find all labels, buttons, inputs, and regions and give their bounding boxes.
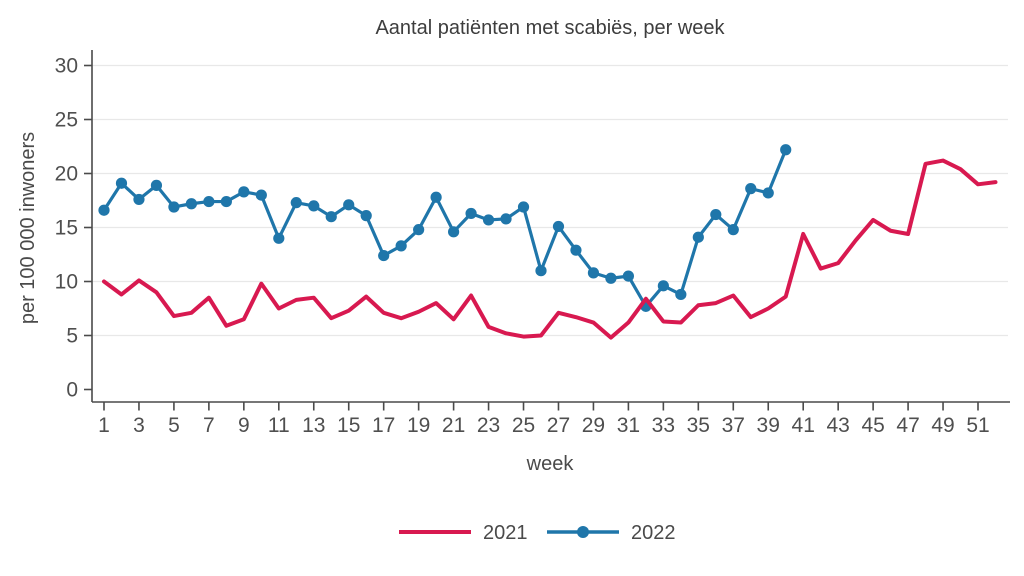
series-2022-point bbox=[273, 232, 285, 244]
x-axis-label: week bbox=[526, 453, 575, 475]
series-2022-point bbox=[465, 207, 477, 220]
series-2022-point bbox=[308, 200, 320, 212]
series-2022-point bbox=[220, 195, 232, 208]
series-2022-point bbox=[448, 226, 460, 238]
series-2022-point bbox=[325, 211, 337, 223]
series-2022-point bbox=[780, 144, 792, 156]
series-2022-point bbox=[150, 179, 163, 191]
series-2022-point bbox=[203, 195, 215, 208]
series-2022-line bbox=[102, 148, 788, 308]
y-tick-label: 30 bbox=[55, 55, 78, 78]
x-tick-label: 37 bbox=[722, 414, 745, 437]
x-tick-label: 11 bbox=[268, 414, 290, 437]
x-tick-label: 17 bbox=[372, 414, 395, 437]
series-2022-point bbox=[745, 183, 757, 195]
legend-label-2022: 2022 bbox=[631, 522, 676, 544]
series-2022-point bbox=[133, 193, 145, 206]
series-2022-point bbox=[395, 240, 407, 252]
x-tick-label: 25 bbox=[512, 414, 535, 437]
plot-series bbox=[98, 144, 998, 340]
x-tick-label: 23 bbox=[477, 414, 500, 437]
x-tick-label: 9 bbox=[238, 414, 250, 437]
series-2022-point bbox=[413, 224, 425, 236]
x-tick-label: 29 bbox=[582, 414, 605, 437]
x-tick-label: 15 bbox=[337, 414, 360, 437]
x-tick-label: 45 bbox=[861, 414, 884, 437]
series-2022-point bbox=[430, 191, 442, 203]
series-2022-point bbox=[255, 189, 267, 201]
y-tick-label: 20 bbox=[55, 163, 78, 186]
y-tick-label: 10 bbox=[55, 271, 78, 294]
x-tick-label: 51 bbox=[966, 414, 989, 437]
chart-title: Aantal patiënten met scabiës, per week bbox=[375, 17, 725, 39]
x-tick-label: 39 bbox=[757, 414, 780, 437]
y-tick-label: 15 bbox=[55, 217, 78, 240]
series-2022-point bbox=[168, 201, 180, 213]
series-2022-point bbox=[535, 265, 547, 277]
series-2022-point bbox=[517, 201, 530, 213]
y-tick-label: 0 bbox=[66, 379, 78, 402]
x-tick-label: 41 bbox=[792, 414, 815, 437]
series-2022-point bbox=[500, 213, 512, 225]
x-tick-label: 35 bbox=[687, 414, 710, 437]
series-2022-point bbox=[675, 288, 687, 301]
x-tick-label: 7 bbox=[203, 414, 215, 437]
series-2022-point bbox=[482, 214, 495, 226]
series-2022-point bbox=[238, 186, 250, 198]
x-tick-label: 49 bbox=[931, 414, 954, 437]
series-2022-point bbox=[692, 231, 704, 243]
series-2022-point bbox=[552, 220, 565, 233]
series-2022-point bbox=[570, 244, 582, 256]
series-2022-point bbox=[727, 224, 739, 236]
y-tick-label: 5 bbox=[66, 325, 78, 348]
x-axis-ticks: 1 3 5 7 9 11 13 15 17 19 21 23 25 27 29 31 33 35 37 39 41 43 4… bbox=[98, 402, 990, 437]
x-tick-label: 31 bbox=[617, 414, 640, 437]
series-2022-point bbox=[622, 270, 635, 282]
legend-item-2021: 2021 bbox=[399, 522, 528, 544]
y-axis-ticks: 0 5 10 15 20 25 30 bbox=[55, 55, 92, 402]
x-tick-label: 13 bbox=[302, 414, 325, 437]
x-tick-label: 33 bbox=[652, 414, 675, 437]
legend-marker-2022 bbox=[577, 526, 589, 538]
series-2022-point bbox=[185, 198, 197, 210]
series-2022-point bbox=[343, 199, 355, 211]
legend: 2021 2022 bbox=[399, 522, 676, 544]
legend-label-2021: 2021 bbox=[483, 522, 528, 544]
y-tick-label: 25 bbox=[55, 109, 78, 132]
series-2022-point bbox=[587, 267, 600, 279]
x-tick-label: 21 bbox=[442, 414, 465, 437]
x-tick-label: 27 bbox=[547, 414, 570, 437]
series-2021-line bbox=[102, 158, 998, 340]
x-tick-label: 5 bbox=[168, 414, 180, 437]
gridlines bbox=[92, 64, 1008, 337]
series-2022-point bbox=[115, 177, 128, 189]
series-2022-point bbox=[378, 249, 390, 262]
series-2022-point bbox=[360, 210, 372, 222]
x-tick-label: 3 bbox=[133, 414, 145, 437]
series-2022-point bbox=[657, 280, 669, 292]
x-tick-label: 1 bbox=[98, 414, 110, 437]
x-tick-label: 47 bbox=[896, 414, 919, 437]
series-2022-point bbox=[290, 197, 302, 209]
series-2022-point bbox=[98, 204, 110, 216]
legend-item-2022: 2022 bbox=[547, 522, 676, 544]
series-2022-point bbox=[762, 187, 774, 199]
x-tick-label: 43 bbox=[826, 414, 849, 437]
x-tick-label: 19 bbox=[407, 414, 430, 437]
series-2022-point bbox=[605, 272, 617, 284]
series-2022-point bbox=[710, 208, 722, 221]
y-axis-label: per 100 000 inwoners bbox=[17, 132, 39, 324]
